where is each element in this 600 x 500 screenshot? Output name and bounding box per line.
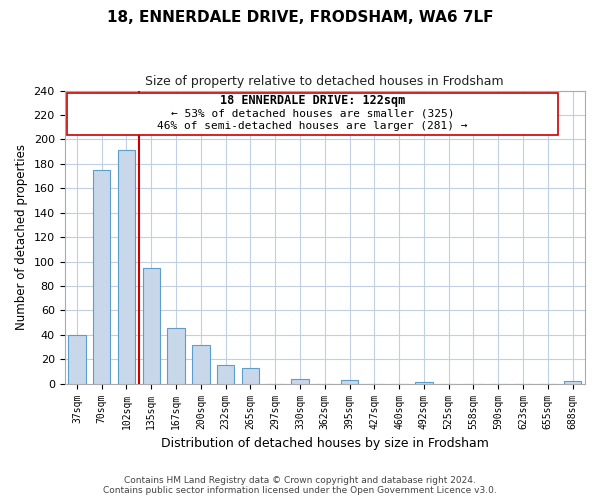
- Y-axis label: Number of detached properties: Number of detached properties: [15, 144, 28, 330]
- Bar: [143, 268, 160, 384]
- Bar: [564, 382, 581, 384]
- Text: 18 ENNERDALE DRIVE: 122sqm: 18 ENNERDALE DRIVE: 122sqm: [220, 94, 405, 107]
- Bar: [68, 335, 86, 384]
- Text: 18, ENNERDALE DRIVE, FRODSHAM, WA6 7LF: 18, ENNERDALE DRIVE, FRODSHAM, WA6 7LF: [107, 10, 493, 25]
- Text: Contains HM Land Registry data © Crown copyright and database right 2024.
Contai: Contains HM Land Registry data © Crown c…: [103, 476, 497, 495]
- Bar: [192, 344, 209, 384]
- Bar: [93, 170, 110, 384]
- Text: 46% of semi-detached houses are larger (281) →: 46% of semi-detached houses are larger (…: [157, 122, 467, 132]
- Bar: [217, 366, 235, 384]
- Bar: [167, 328, 185, 384]
- Bar: [118, 150, 135, 384]
- Bar: [242, 368, 259, 384]
- Title: Size of property relative to detached houses in Frodsham: Size of property relative to detached ho…: [145, 75, 504, 88]
- Bar: [292, 379, 308, 384]
- X-axis label: Distribution of detached houses by size in Frodsham: Distribution of detached houses by size …: [161, 437, 489, 450]
- FancyBboxPatch shape: [67, 93, 558, 134]
- Bar: [415, 382, 433, 384]
- Bar: [341, 380, 358, 384]
- Text: ← 53% of detached houses are smaller (325): ← 53% of detached houses are smaller (32…: [170, 109, 454, 119]
